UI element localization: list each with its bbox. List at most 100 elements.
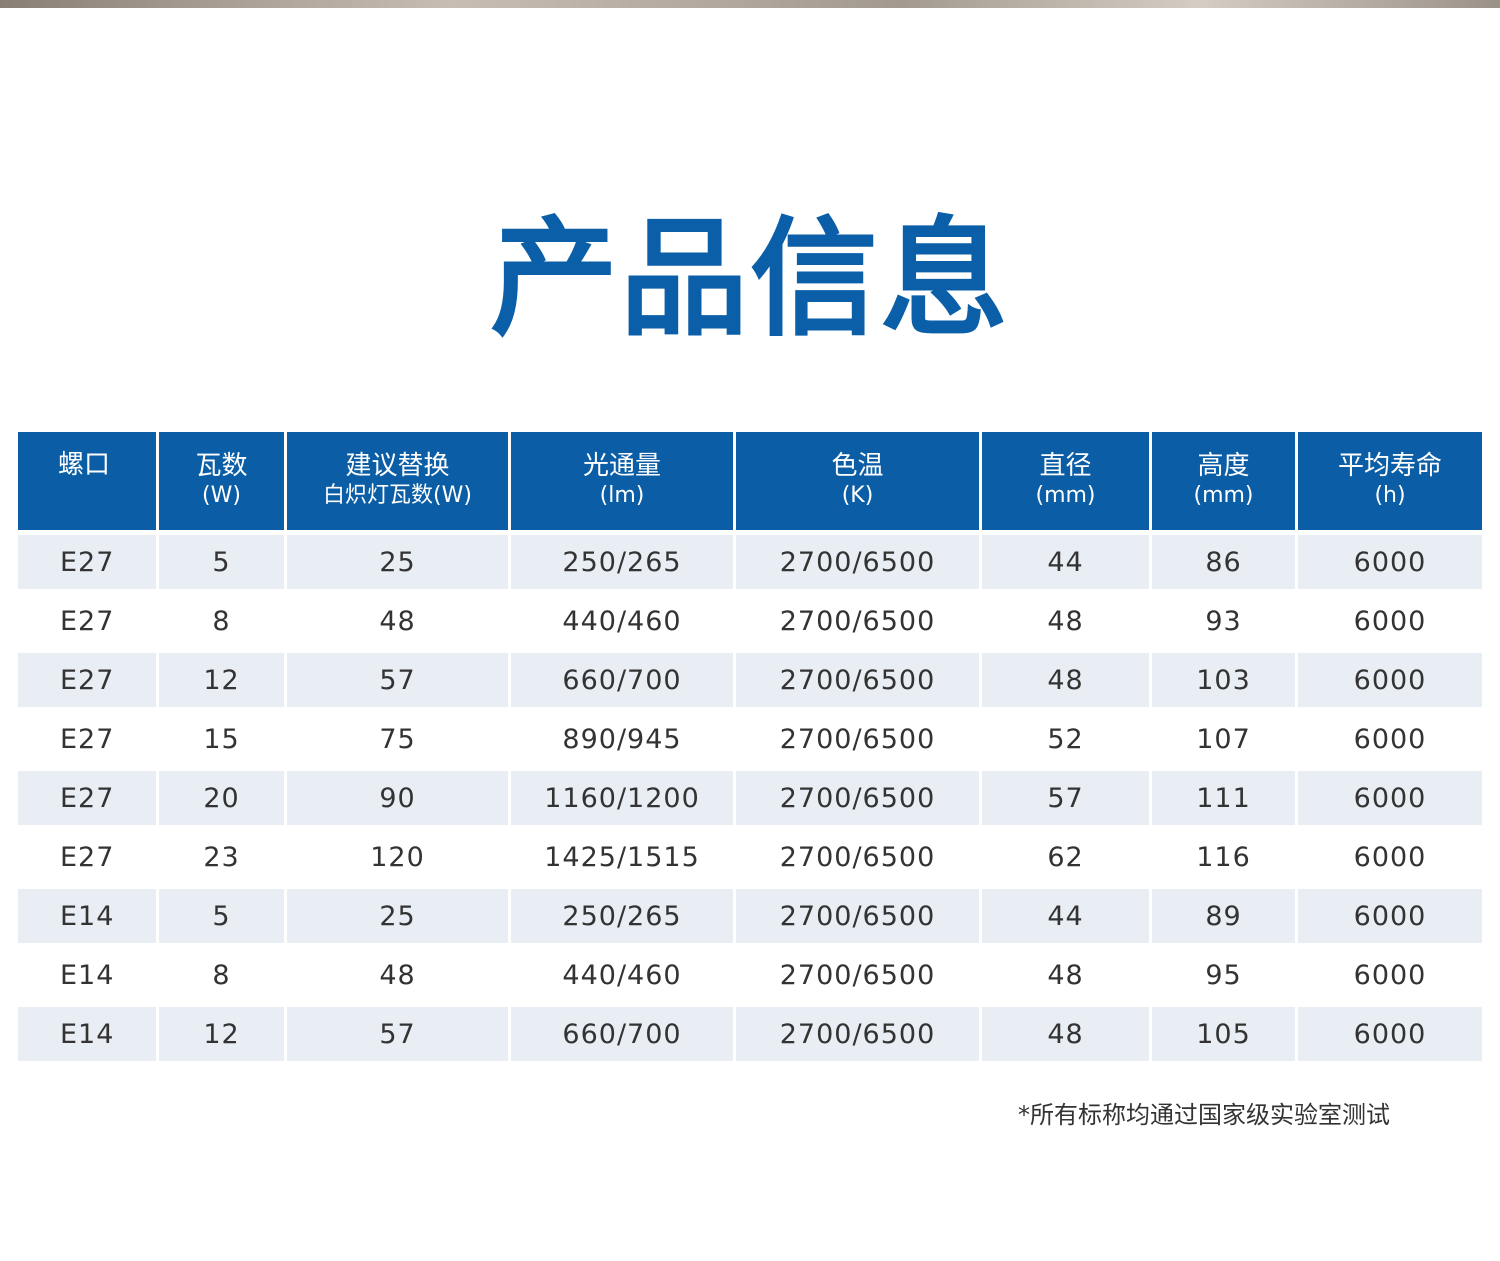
table-cell: 52 xyxy=(982,712,1152,771)
table-cell: 6000 xyxy=(1298,889,1482,948)
table-row: E27 23 120 1425/1515 2700/6500 62 116 6000 xyxy=(18,830,1482,889)
table-cell: 6000 xyxy=(1298,771,1482,830)
table-cell: 12 xyxy=(159,1007,287,1066)
header-label: 高度 xyxy=(1197,451,1250,481)
table-row: E27 8 48 440/460 2700/6500 48 93 6000 xyxy=(18,594,1482,653)
table-cell: 62 xyxy=(982,830,1152,889)
table-cell: 8 xyxy=(159,948,287,1007)
table-row: E27 5 25 250/265 2700/6500 44 86 6000 xyxy=(18,535,1482,594)
header-unit: (K) xyxy=(841,483,874,508)
table-cell: 111 xyxy=(1152,771,1298,830)
table-row: E27 20 90 1160/1200 2700/6500 57 111 6000 xyxy=(18,771,1482,830)
table-cell: 250/265 xyxy=(511,535,736,594)
table-cell: 2700/6500 xyxy=(736,712,982,771)
table-body: E27 5 25 250/265 2700/6500 44 86 6000 E27 8 48 440/… xyxy=(18,535,1482,1066)
header-label: 光通量 xyxy=(582,451,661,481)
table-cell: E14 xyxy=(18,948,159,1007)
table-cell: E27 xyxy=(18,594,159,653)
header-wattage: 瓦数 (W) xyxy=(159,432,287,535)
table-cell: 95 xyxy=(1152,948,1298,1007)
header-height: 高度 (mm) xyxy=(1152,432,1298,535)
table-cell: E27 xyxy=(18,653,159,712)
table-cell: 8 xyxy=(159,594,287,653)
table-cell: 2700/6500 xyxy=(736,535,982,594)
header-replacement: 建议替换 白炽灯瓦数(W) xyxy=(287,432,511,535)
header-label: 色温 xyxy=(831,451,884,481)
table-cell: 6000 xyxy=(1298,948,1482,1007)
table-cell: 6000 xyxy=(1298,830,1482,889)
top-image-strip xyxy=(0,0,1500,8)
header-unit: 白炽灯瓦数(W) xyxy=(323,483,472,508)
header-unit: (W) xyxy=(202,483,241,508)
header-label: 直径 xyxy=(1039,451,1092,481)
table-cell: 440/460 xyxy=(511,948,736,1007)
header-label: 瓦数 xyxy=(195,451,248,481)
table-cell: 1425/1515 xyxy=(511,830,736,889)
footnote: *所有标称均通过国家级实验室测试 xyxy=(1018,1101,1390,1129)
table-cell: 48 xyxy=(287,948,511,1007)
table-cell: 48 xyxy=(287,594,511,653)
header-luminous-flux: 光通量 (lm) xyxy=(511,432,736,535)
table-cell: 25 xyxy=(287,535,511,594)
table-cell: 890/945 xyxy=(511,712,736,771)
table-row: E27 12 57 660/700 2700/6500 48 103 6000 xyxy=(18,653,1482,712)
table-cell: 440/460 xyxy=(511,594,736,653)
table-cell: 93 xyxy=(1152,594,1298,653)
table-row: E14 8 48 440/460 2700/6500 48 95 6000 xyxy=(18,948,1482,1007)
table-cell: 25 xyxy=(287,889,511,948)
header-unit: (h) xyxy=(1374,483,1406,508)
table-cell: 1160/1200 xyxy=(511,771,736,830)
table-cell: E27 xyxy=(18,830,159,889)
table-cell: 48 xyxy=(982,594,1152,653)
table-cell: 15 xyxy=(159,712,287,771)
header-label: 平均寿命 xyxy=(1337,451,1442,481)
header-label: 螺口 xyxy=(58,450,111,480)
table-cell: 20 xyxy=(159,771,287,830)
table-row: E27 15 75 890/945 2700/6500 52 107 6000 xyxy=(18,712,1482,771)
table-cell: E14 xyxy=(18,889,159,948)
table-cell: 6000 xyxy=(1298,1007,1482,1066)
table-cell: 90 xyxy=(287,771,511,830)
table-cell: 89 xyxy=(1152,889,1298,948)
table-cell: 44 xyxy=(982,889,1152,948)
table-cell: 2700/6500 xyxy=(736,594,982,653)
table-cell: 660/700 xyxy=(511,653,736,712)
table-cell: 57 xyxy=(287,1007,511,1066)
header-unit: (lm) xyxy=(599,483,645,508)
table-cell: 2700/6500 xyxy=(736,771,982,830)
table-cell: 116 xyxy=(1152,830,1298,889)
header-label: 建议替换 xyxy=(345,451,450,481)
table-cell: 12 xyxy=(159,653,287,712)
table-cell: 2700/6500 xyxy=(736,1007,982,1066)
table-cell: 57 xyxy=(982,771,1152,830)
table-cell: 2700/6500 xyxy=(736,948,982,1007)
table-cell: E27 xyxy=(18,712,159,771)
table-cell: 23 xyxy=(159,830,287,889)
table-cell: 107 xyxy=(1152,712,1298,771)
table-cell: 6000 xyxy=(1298,594,1482,653)
table-row: E14 12 57 660/700 2700/6500 48 105 6000 xyxy=(18,1007,1482,1066)
header-lifetime: 平均寿命 (h) xyxy=(1298,432,1482,535)
table-cell: 6000 xyxy=(1298,653,1482,712)
table-cell: 120 xyxy=(287,830,511,889)
table-cell: 2700/6500 xyxy=(736,653,982,712)
table-cell: 86 xyxy=(1152,535,1298,594)
table-cell: 2700/6500 xyxy=(736,889,982,948)
product-spec-table: 螺口 瓦数 (W) 建议替换 白炽灯瓦数(W) 光通量 (lm) 色温 (K) 直径 (m… xyxy=(18,432,1482,1066)
table-cell: 5 xyxy=(159,889,287,948)
table-cell: 6000 xyxy=(1298,535,1482,594)
table-cell: 75 xyxy=(287,712,511,771)
table-cell: 48 xyxy=(982,653,1152,712)
page-title: 产品信息 xyxy=(489,205,1010,354)
table-cell: 57 xyxy=(287,653,511,712)
table-cell: 250/265 xyxy=(511,889,736,948)
table-cell: 103 xyxy=(1152,653,1298,712)
table-cell: 6000 xyxy=(1298,712,1482,771)
table-cell: E27 xyxy=(18,771,159,830)
table-cell: 44 xyxy=(982,535,1152,594)
header-color-temp: 色温 (K) xyxy=(736,432,982,535)
table-cell: 48 xyxy=(982,948,1152,1007)
table-cell: 48 xyxy=(982,1007,1152,1066)
table-cell: E14 xyxy=(18,1007,159,1066)
header-unit: (mm) xyxy=(1035,483,1096,508)
